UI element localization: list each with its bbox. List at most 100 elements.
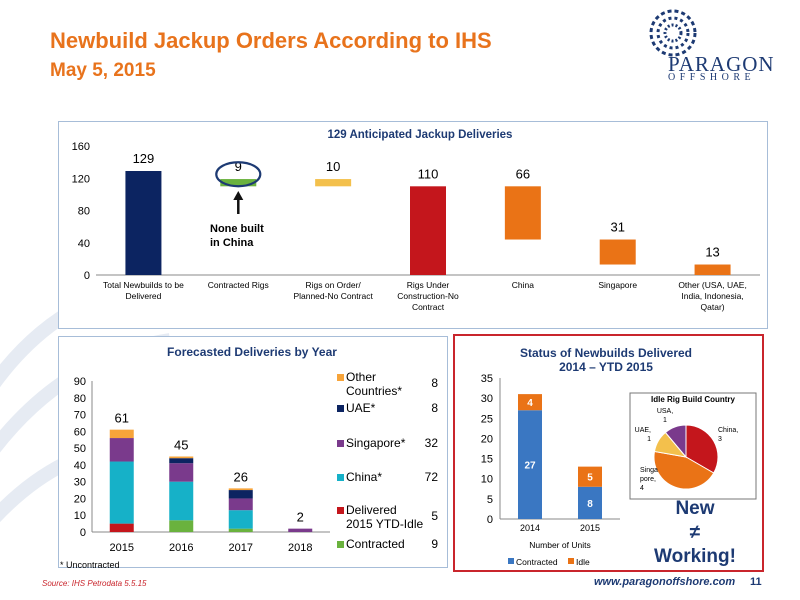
y-tick-label: 40 bbox=[74, 460, 86, 472]
legend-value: 8 bbox=[431, 401, 438, 415]
y-tick-label: 20 bbox=[74, 493, 86, 505]
page-title: Newbuild Jackup Orders According to IHS bbox=[50, 28, 492, 53]
logo-name: PARAGON bbox=[668, 52, 775, 76]
pie-slice bbox=[685, 424, 719, 474]
legend-swatch bbox=[337, 374, 344, 381]
chart-title: Forecasted Deliveries by Year bbox=[167, 345, 337, 359]
x-tick-label: 2014 bbox=[520, 523, 540, 533]
stack-segment bbox=[109, 429, 134, 439]
chart-title: 2014 – YTD 2015 bbox=[559, 360, 653, 374]
annotation-arrow-head bbox=[233, 191, 244, 200]
segment-label: 4 bbox=[527, 398, 533, 409]
y-tick-label: 10 bbox=[481, 474, 493, 486]
pie-slice-label: Singa bbox=[640, 467, 658, 474]
page-number: 11 bbox=[750, 576, 762, 588]
legend-swatch bbox=[337, 440, 344, 447]
segment-label: 27 bbox=[524, 461, 536, 472]
y-tick-label: 30 bbox=[74, 477, 86, 489]
annotation-china-text: None built bbox=[210, 223, 264, 235]
legend-label: UAE* bbox=[346, 401, 376, 415]
legend-label: 2015 YTD-Idle bbox=[346, 517, 423, 531]
stack-segment bbox=[169, 481, 194, 521]
website-link[interactable]: www.paragonoffshore.com bbox=[594, 576, 736, 588]
stack-segment bbox=[288, 528, 313, 532]
y-tick-label: 160 bbox=[72, 141, 90, 153]
x-tick-label: China bbox=[512, 280, 534, 290]
y-tick-label: 0 bbox=[80, 527, 86, 539]
y-tick-label: 35 bbox=[481, 373, 493, 385]
legend-value: 9 bbox=[431, 537, 438, 551]
chart-title: 129 Anticipated Jackup Deliveries bbox=[328, 129, 513, 141]
bar-3 bbox=[410, 186, 446, 275]
y-tick-label: 60 bbox=[74, 426, 86, 438]
legend-label: Idle bbox=[576, 557, 590, 567]
legend-swatch bbox=[337, 507, 344, 514]
bar-value-label: 129 bbox=[133, 151, 155, 166]
y-tick-label: 5 bbox=[487, 494, 493, 506]
callout-neq: ≠ bbox=[689, 522, 701, 543]
x-tick-label: 2018 bbox=[288, 542, 312, 554]
bar-value-label: 110 bbox=[418, 166, 439, 181]
legend-value: 72 bbox=[425, 470, 439, 484]
contracted-highlight-ellipse bbox=[215, 161, 262, 188]
stack-segment bbox=[169, 463, 194, 482]
y-tick-label: 50 bbox=[74, 443, 86, 455]
x-tick-label: Total Newbuilds to be bbox=[103, 280, 184, 290]
bar-value-label: 10 bbox=[326, 159, 340, 174]
logo-sub: OFFSHORE bbox=[668, 72, 756, 83]
x-tick-label: Contract bbox=[412, 302, 445, 312]
y-tick-label: 120 bbox=[72, 173, 90, 185]
x-axis-title: Number of Units bbox=[529, 540, 590, 550]
stack-segment bbox=[578, 466, 602, 487]
new-not-working-callout: New ≠ Working! bbox=[652, 497, 738, 569]
y-tick-label: 10 bbox=[74, 510, 86, 522]
y-tick-label: 0 bbox=[84, 270, 90, 282]
uncontracted-note: * Uncontracted bbox=[60, 560, 120, 570]
x-tick-label: Construction-No bbox=[397, 291, 459, 301]
y-tick-label: 70 bbox=[74, 410, 86, 422]
bar-6 bbox=[694, 264, 731, 275]
y-tick-label: 90 bbox=[74, 376, 86, 388]
bar-value-label: 13 bbox=[705, 245, 719, 260]
bar-value-label: 9 bbox=[235, 159, 242, 174]
x-tick-label: India, Indonesia, bbox=[681, 291, 743, 301]
stack-segment bbox=[169, 456, 194, 459]
total-label: 26 bbox=[234, 469, 248, 484]
chart-title: Status of Newbuilds Delivered bbox=[520, 346, 692, 360]
stack-segment bbox=[518, 410, 542, 519]
pie-slice bbox=[653, 450, 715, 490]
pie-slice-label: USA, bbox=[657, 408, 673, 415]
x-tick-label: Qatar) bbox=[701, 302, 725, 312]
y-tick-label: 0 bbox=[487, 514, 493, 526]
stack-segment bbox=[228, 488, 253, 491]
stack-segment bbox=[518, 394, 542, 411]
y-tick-label: 40 bbox=[78, 238, 90, 250]
legend-swatch bbox=[568, 558, 574, 564]
source-note: Source: IHS Petrodata 5.5.15 bbox=[42, 579, 147, 588]
bar-1 bbox=[220, 179, 257, 187]
x-tick-label: Contracted Rigs bbox=[208, 280, 269, 290]
y-tick-label: 30 bbox=[481, 393, 493, 405]
x-tick-label: Planned-No Contract bbox=[293, 291, 373, 301]
legend-label: Contracted bbox=[516, 557, 558, 567]
bar-0 bbox=[125, 170, 162, 275]
callout-working: Working! bbox=[654, 546, 736, 567]
legend-value: 32 bbox=[425, 436, 439, 450]
x-tick-label: 2015 bbox=[110, 542, 134, 554]
x-tick-label: Rigs Under bbox=[407, 280, 450, 290]
y-tick-label: 80 bbox=[78, 206, 90, 218]
x-tick-label: 2015 bbox=[580, 523, 600, 533]
stack-segment bbox=[578, 486, 602, 519]
x-tick-label: Rigs on Order/ bbox=[306, 280, 362, 290]
legend-label: Other bbox=[346, 370, 376, 384]
legend-swatch bbox=[337, 541, 344, 548]
legend-swatch bbox=[337, 474, 344, 481]
x-tick-label: Delivered bbox=[125, 291, 161, 301]
total-label: 45 bbox=[174, 438, 188, 453]
bar-value-label: 66 bbox=[516, 166, 530, 181]
pie-slice-label: 3 bbox=[718, 436, 722, 443]
pie-slice-label: China, bbox=[718, 427, 738, 434]
